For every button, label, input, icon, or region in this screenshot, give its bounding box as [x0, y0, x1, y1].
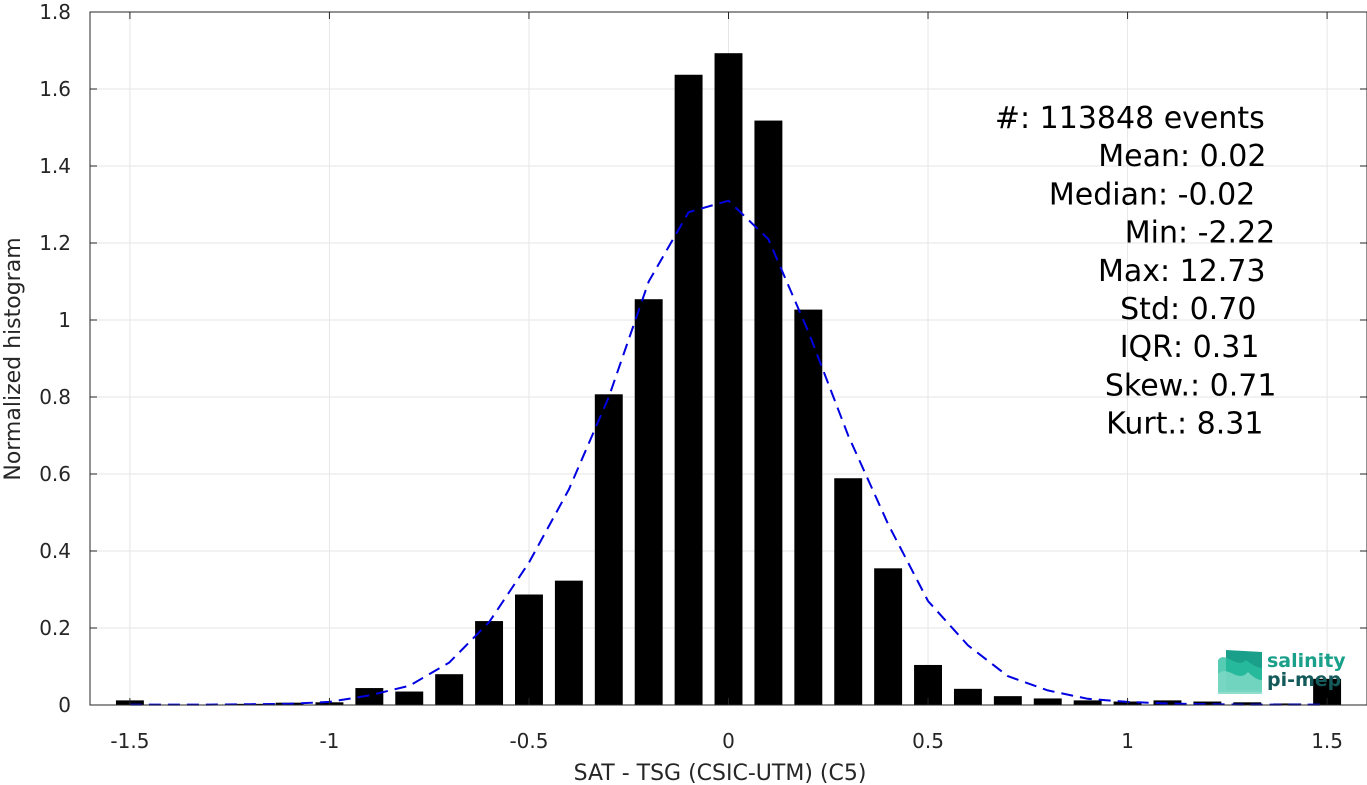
- histogram-bar: [794, 309, 823, 705]
- histogram-bar: [515, 594, 543, 705]
- stat-label: Kurt.: [1106, 407, 1177, 442]
- histogram-bar: [1073, 700, 1102, 705]
- y-tick-label: 0: [58, 693, 71, 717]
- histogram-bar: [475, 621, 504, 705]
- histogram-bar: [634, 299, 663, 705]
- y-tick-label: 0.6: [39, 462, 71, 486]
- x-tick-label: 1: [1121, 729, 1134, 753]
- y-axis-ticks: 0 0.2 0.4 0.6 0.8 1 1.2 1.4 1.6 1.8: [39, 0, 1367, 717]
- stat-label: #: [995, 101, 1020, 136]
- x-tick-label: -1.5: [110, 729, 149, 753]
- y-tick-label: 1.6: [39, 77, 71, 101]
- histogram-bar: [435, 674, 464, 705]
- stat-value: : -2.22: [1178, 216, 1275, 251]
- histogram-bar: [1273, 703, 1302, 705]
- stat-value: : -0.02: [1158, 177, 1255, 212]
- x-tick-label: 0.5: [912, 729, 944, 753]
- stat-label: IQR: [1120, 330, 1173, 365]
- bars: [115, 53, 1342, 705]
- stat-value: : 0.71: [1190, 368, 1276, 403]
- logo-waves-icon: [1218, 650, 1262, 694]
- y-axis-label: Normalized histogram: [1, 237, 26, 480]
- stat-value: : 0.70: [1170, 292, 1256, 327]
- histogram-bar: [355, 688, 384, 705]
- histogram-bar: [953, 688, 982, 705]
- stat-label: Max: [1098, 254, 1160, 289]
- stat-value: : 0.31: [1173, 330, 1259, 365]
- histogram-bar: [554, 580, 583, 705]
- y-tick-label: 1.8: [39, 0, 71, 24]
- logo-text-line2: pi-mep: [1267, 669, 1341, 691]
- histogram-bar: [993, 696, 1022, 705]
- stat-label: Std: [1120, 292, 1170, 327]
- histogram-bar: [674, 74, 703, 705]
- histogram-bar: [834, 478, 863, 705]
- histogram-bar: [594, 394, 623, 705]
- y-tick-label: 0.2: [39, 616, 71, 640]
- x-tick-label: 0: [722, 729, 735, 753]
- stat-label: Skew.: [1105, 368, 1190, 403]
- x-tick-label: 1.5: [1311, 729, 1343, 753]
- histogram-bar: [754, 120, 783, 705]
- y-tick-label: 0.4: [39, 539, 71, 563]
- stat-value: : 113848 events: [1020, 101, 1265, 136]
- y-tick-label: 1: [58, 308, 71, 332]
- logo-text-line1: salinity: [1267, 650, 1346, 672]
- stat-value: : 8.31: [1177, 407, 1263, 442]
- histogram-bar: [395, 691, 424, 705]
- stat-label: Mean: [1098, 139, 1180, 174]
- salinity-pi-mep-logo: salinity pi-mep: [1218, 650, 1346, 694]
- stat-label: Min: [1125, 216, 1178, 251]
- histogram-bar: [1033, 698, 1062, 705]
- stat-value: : 0.02: [1180, 139, 1266, 174]
- x-axis-ticks: -1.5 -1 -0.5 0 0.5 1 1.5: [110, 12, 1343, 753]
- y-tick-label: 1.2: [39, 231, 71, 255]
- histogram-bar: [1193, 701, 1222, 705]
- y-tick-label: 0.8: [39, 385, 71, 409]
- stat-value: : 12.73: [1160, 254, 1266, 289]
- y-tick-label: 1.4: [39, 154, 71, 178]
- histogram-bar: [874, 568, 903, 705]
- x-axis-label: SAT - TSG (CSIC-UTM) (C5): [574, 761, 867, 785]
- stat-label: Median: [1049, 177, 1158, 212]
- histogram-bar: [1233, 702, 1262, 705]
- x-tick-label: -1: [319, 729, 339, 753]
- x-tick-label: -0.5: [509, 729, 548, 753]
- histogram-bar: [714, 53, 743, 705]
